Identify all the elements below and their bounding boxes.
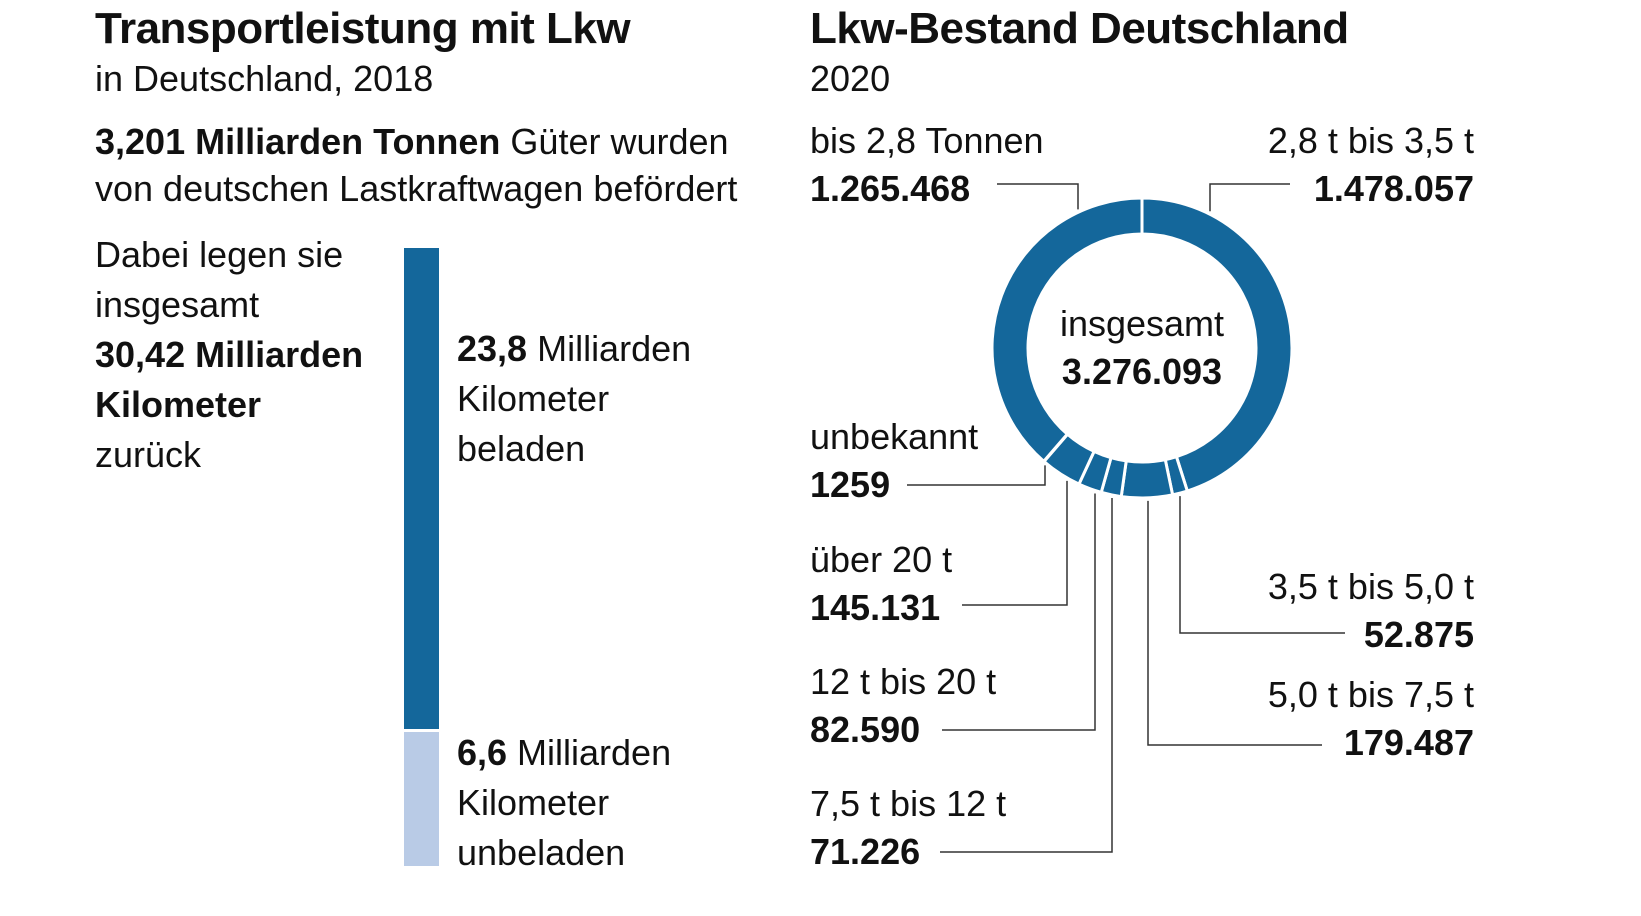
total-bold-1: 30,42 Milliarden xyxy=(95,334,364,375)
intro-line-1: Dabei legen sie xyxy=(95,234,344,275)
loaded-value: 23,8 xyxy=(457,328,528,369)
center-label: insgesamt xyxy=(1059,303,1225,344)
label-val: 1259 xyxy=(810,464,891,505)
slice-bis-2-8 xyxy=(990,196,1144,464)
label-12-bis-20: 12 t bis 20 t 82.590 xyxy=(810,658,996,754)
empty-unit: Milliarden xyxy=(507,732,672,773)
label-7-5-bis-12: 7,5 t bis 12 t 71.226 xyxy=(810,780,1006,876)
leader-12-bis-20 xyxy=(942,493,1096,731)
goods-line-1: 3,201 Milliarden Tonnen Güter wurden xyxy=(95,117,729,167)
label-val: 52.875 xyxy=(1363,614,1474,655)
label-val: 145.131 xyxy=(810,587,941,628)
bar-segment-empty xyxy=(404,731,439,866)
empty-value: 6,6 xyxy=(457,732,508,773)
right-subtitle: 2020 xyxy=(810,58,891,99)
label-cat: 7,5 t bis 12 t xyxy=(810,783,1007,824)
leader-2-8-bis-3-5 xyxy=(1209,183,1290,212)
loaded-label: 23,8 Milliarden Kilometer beladen xyxy=(457,324,691,474)
label-3-5-bis-5-0: 3,5 t bis 5,0 t 52.875 xyxy=(1268,563,1474,659)
loaded-unit: Milliarden xyxy=(527,328,692,369)
label-ueber-20: über 20 t 145.131 xyxy=(810,536,952,632)
left-subtitle: in Deutschland, 2018 xyxy=(95,58,434,99)
label-cat: über 20 t xyxy=(810,539,953,580)
right-title: Lkw-Bestand Deutschland xyxy=(810,4,1349,53)
leader-bis-2-8 xyxy=(997,183,1079,210)
label-unbekannt: unbekannt 1259 xyxy=(810,413,978,509)
label-cat: 12 t bis 20 t xyxy=(810,661,997,702)
center-value: 3.276.093 xyxy=(1061,351,1223,392)
loaded-line-2: Kilometer xyxy=(457,378,610,419)
goods-line-2: von deutschen Lastkraftwagen befördert xyxy=(95,168,738,209)
empty-line-3: unbeladen xyxy=(457,832,626,873)
label-cat: 5,0 t bis 7,5 t xyxy=(1267,674,1474,715)
bar-segment-loaded xyxy=(404,248,439,729)
loaded-line-3: beladen xyxy=(457,428,586,469)
label-bis-2-8: bis 2,8 Tonnen 1.265.468 xyxy=(810,117,1044,213)
total-text-block: Dabei legen sie insgesamt 30,42 Milliard… xyxy=(95,230,363,480)
label-val: 179.487 xyxy=(1343,722,1474,763)
leader-ueber-20 xyxy=(962,480,1068,606)
intro-line-2: insgesamt xyxy=(95,284,260,325)
leader-3-5-bis-5-0 xyxy=(1179,496,1345,634)
label-cat: unbekannt xyxy=(810,416,979,457)
empty-line-2: Kilometer xyxy=(457,782,610,823)
left-title: Transportleistung mit Lkw xyxy=(95,4,631,53)
label-2-8-bis-3-5: 2,8 t bis 3,5 t 1.478.057 xyxy=(1268,117,1474,213)
label-5-0-bis-7-5: 5,0 t bis 7,5 t 179.487 xyxy=(1268,671,1474,767)
label-val: 1.478.057 xyxy=(1313,168,1474,209)
slice-5-0-bis-7-5 xyxy=(1119,457,1175,500)
label-val: 71.226 xyxy=(810,831,921,872)
goods-bold: 3,201 Milliarden Tonnen xyxy=(95,121,501,162)
leader-7-5-bis-12 xyxy=(940,497,1113,853)
leader-5-0-bis-7-5 xyxy=(1147,500,1322,746)
label-val: 1.265.468 xyxy=(810,168,971,209)
leader-unbekannt xyxy=(907,465,1046,486)
label-cat: 2,8 t bis 3,5 t xyxy=(1267,120,1474,161)
label-val: 82.590 xyxy=(810,709,921,750)
total-after: zurück xyxy=(95,434,202,475)
total-bold-2: Kilometer xyxy=(95,384,262,425)
empty-label: 6,6 Milliarden Kilometer unbeladen xyxy=(457,728,671,878)
label-cat: bis 2,8 Tonnen xyxy=(810,120,1044,161)
label-cat: 3,5 t bis 5,0 t xyxy=(1267,566,1474,607)
goods-rest: Güter wurden xyxy=(500,121,729,162)
slice-2-8-bis-3-5 xyxy=(1140,196,1294,493)
